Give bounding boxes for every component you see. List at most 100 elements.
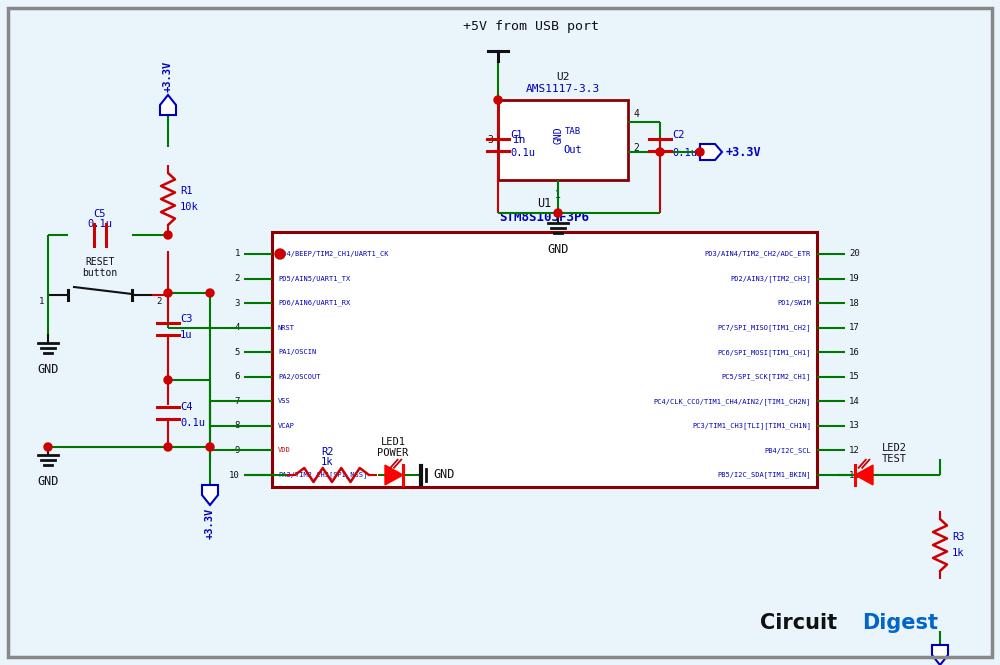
Text: LED1: LED1 [380,437,406,447]
Text: U1: U1 [537,197,552,210]
Text: 1: 1 [39,297,44,305]
Text: 3: 3 [487,135,493,145]
Text: 14: 14 [849,397,860,406]
Circle shape [554,209,562,217]
Circle shape [275,249,285,259]
Text: 0.1u: 0.1u [510,148,535,158]
Polygon shape [700,144,722,160]
Text: PD1/SWIM: PD1/SWIM [777,300,811,306]
Text: PC7/SPI_MISO[TIM1_CH2]: PC7/SPI_MISO[TIM1_CH2] [718,325,811,331]
Text: Out: Out [564,145,582,155]
Text: 5: 5 [235,348,240,356]
Text: PD4/BEEP/TIM2_CH1/UART1_CK: PD4/BEEP/TIM2_CH1/UART1_CK [278,251,388,257]
Text: 18: 18 [849,299,860,308]
Text: +5V from USB port: +5V from USB port [463,20,599,33]
Text: Circuit: Circuit [760,613,837,633]
Text: 19: 19 [849,274,860,283]
Text: PB4/I2C_SCL: PB4/I2C_SCL [764,447,811,454]
Text: POWER: POWER [377,448,409,458]
Bar [498,100,628,180]
Circle shape [206,443,214,451]
Text: 4: 4 [633,110,639,120]
Text: 0.1u: 0.1u [88,219,112,229]
Text: AMS1117-3.3: AMS1117-3.3 [526,84,600,94]
Circle shape [206,289,214,297]
Text: 13: 13 [849,422,860,430]
Text: R2: R2 [321,447,333,457]
Text: C3: C3 [180,314,192,324]
Text: PD3/AIN4/TIM2_CH2/ADC_ETR: PD3/AIN4/TIM2_CH2/ADC_ETR [705,251,811,257]
Circle shape [164,443,172,451]
Text: 2: 2 [156,297,161,305]
Text: 10: 10 [229,471,240,479]
Text: VDD: VDD [278,448,291,454]
Text: 6: 6 [235,372,240,381]
Text: GND: GND [553,126,563,144]
Text: PD2/AIN3/[TIM2_CH3]: PD2/AIN3/[TIM2_CH3] [730,275,811,282]
Text: GND: GND [37,363,59,376]
Circle shape [696,148,704,156]
Circle shape [44,443,52,451]
Text: PD5/AIN5/UART1_TX: PD5/AIN5/UART1_TX [278,275,350,282]
Text: PD6/AIN6/UART1_RX: PD6/AIN6/UART1_RX [278,300,350,307]
Text: PA2/OSCOUT: PA2/OSCOUT [278,374,320,380]
Polygon shape [160,95,176,115]
Text: 0.1u: 0.1u [180,418,205,428]
Text: PA1/OSCIN: PA1/OSCIN [278,349,316,355]
Text: +3.3V: +3.3V [163,61,173,92]
Polygon shape [385,465,403,485]
Text: 8: 8 [235,422,240,430]
Text: GND: GND [547,243,569,256]
Text: PC6/SPI_MOSI[TIM1_CH1]: PC6/SPI_MOSI[TIM1_CH1] [718,349,811,356]
Text: TEST: TEST [882,454,906,464]
Bar [272,232,817,487]
Text: In: In [513,135,527,145]
Text: 17: 17 [849,323,860,332]
Text: R1: R1 [180,186,192,196]
Text: 10k: 10k [180,202,199,212]
Polygon shape [932,645,948,665]
Text: U2: U2 [556,72,570,82]
Polygon shape [202,485,218,505]
Text: 16: 16 [849,348,860,356]
Text: GND: GND [433,469,454,481]
Text: 15: 15 [849,372,860,381]
Text: NRST: NRST [278,325,295,331]
Text: 20: 20 [849,249,860,259]
Text: GND: GND [37,475,59,488]
Text: PC3/TIM1_CH3[TLI][TIM1_CH1N]: PC3/TIM1_CH3[TLI][TIM1_CH1N] [692,422,811,430]
Text: R3: R3 [952,532,964,542]
Text: PC5/SPI_SCK[TIM2_CH1]: PC5/SPI_SCK[TIM2_CH1] [722,374,811,380]
Text: C2: C2 [672,130,684,140]
Text: LED2: LED2 [882,443,906,453]
Text: +3.3V: +3.3V [205,508,215,539]
Text: STM8S103F3P6: STM8S103F3P6 [500,211,590,224]
Text: 2: 2 [235,274,240,283]
Text: 4: 4 [235,323,240,332]
Text: 3: 3 [235,299,240,308]
Circle shape [656,148,664,156]
Text: VSS: VSS [278,398,291,404]
Circle shape [494,96,502,104]
Text: 11: 11 [849,471,860,479]
Text: C4: C4 [180,402,192,412]
Text: PB5/I2C_SDA[TIM1_BKIN]: PB5/I2C_SDA[TIM1_BKIN] [718,471,811,478]
Text: 0.1u: 0.1u [672,148,697,158]
Text: C5: C5 [94,209,106,219]
Text: +3.3V: +3.3V [726,146,762,158]
Circle shape [164,231,172,239]
Circle shape [164,376,172,384]
Text: VCAP: VCAP [278,423,295,429]
Text: 7: 7 [235,397,240,406]
Circle shape [164,289,172,297]
Text: 9: 9 [235,446,240,455]
Text: 2: 2 [633,143,639,153]
Polygon shape [855,465,873,485]
Text: PA3/TIM2_CH3[SPI_NSS]: PA3/TIM2_CH3[SPI_NSS] [278,471,367,478]
Text: PC4/CLK_CCO/TIM1_CH4/AIN2/[TIM1_CH2N]: PC4/CLK_CCO/TIM1_CH4/AIN2/[TIM1_CH2N] [654,398,811,405]
Text: 1: 1 [235,249,240,259]
Text: 1k: 1k [321,457,333,467]
Text: 1: 1 [555,190,561,200]
Text: button: button [82,268,118,278]
Text: Digest: Digest [862,613,938,633]
